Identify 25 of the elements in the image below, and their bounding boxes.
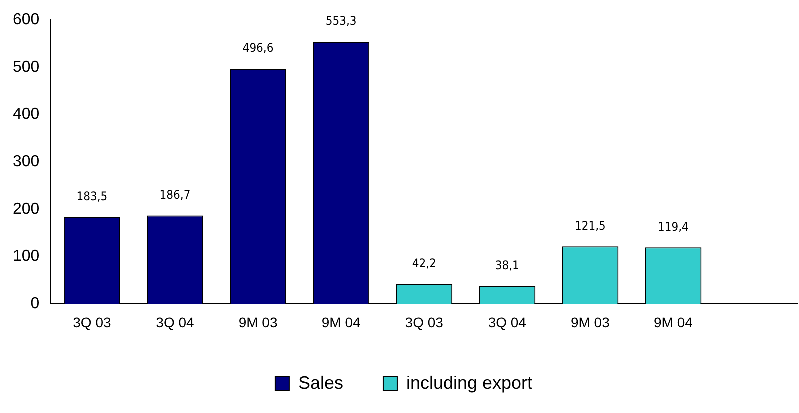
y-tick-label: 200 [12, 200, 40, 218]
y-tick-label: 600 [12, 11, 40, 28]
data-label: 183,5 [76, 189, 108, 204]
data-label: 42,2 [412, 256, 436, 270]
data-label: 119,4 [658, 220, 690, 234]
x-tick-label: 9M 04 [322, 314, 361, 330]
y-tick-label: 300 [12, 154, 40, 171]
data-label: 38,1 [495, 258, 520, 272]
x-tick-label: 9M 03 [238, 314, 278, 330]
x-tick-label: 3Q 03 [405, 314, 444, 330]
x-tick-label: 9M 04 [654, 314, 694, 330]
y-tick-label: 500 [12, 58, 40, 76]
data-label: 553,3 [326, 14, 357, 28]
x-tick-label: 3Q 03 [73, 314, 112, 330]
x-tick-label: 3Q 04 [488, 314, 527, 330]
y-tick-label: 100 [12, 248, 40, 266]
data-label: 496,6 [242, 41, 274, 56]
legend-label: Sales [298, 372, 344, 393]
data-label: 186,7 [160, 188, 191, 202]
y-tick-label: 0 [30, 296, 40, 313]
x-tick-label: 3Q 04 [156, 314, 195, 330]
x-tick-label: 9M 03 [570, 314, 610, 330]
y-tick-label: 400 [12, 106, 40, 124]
data-label: 121,5 [574, 218, 606, 233]
legend-label: including export [406, 372, 533, 393]
